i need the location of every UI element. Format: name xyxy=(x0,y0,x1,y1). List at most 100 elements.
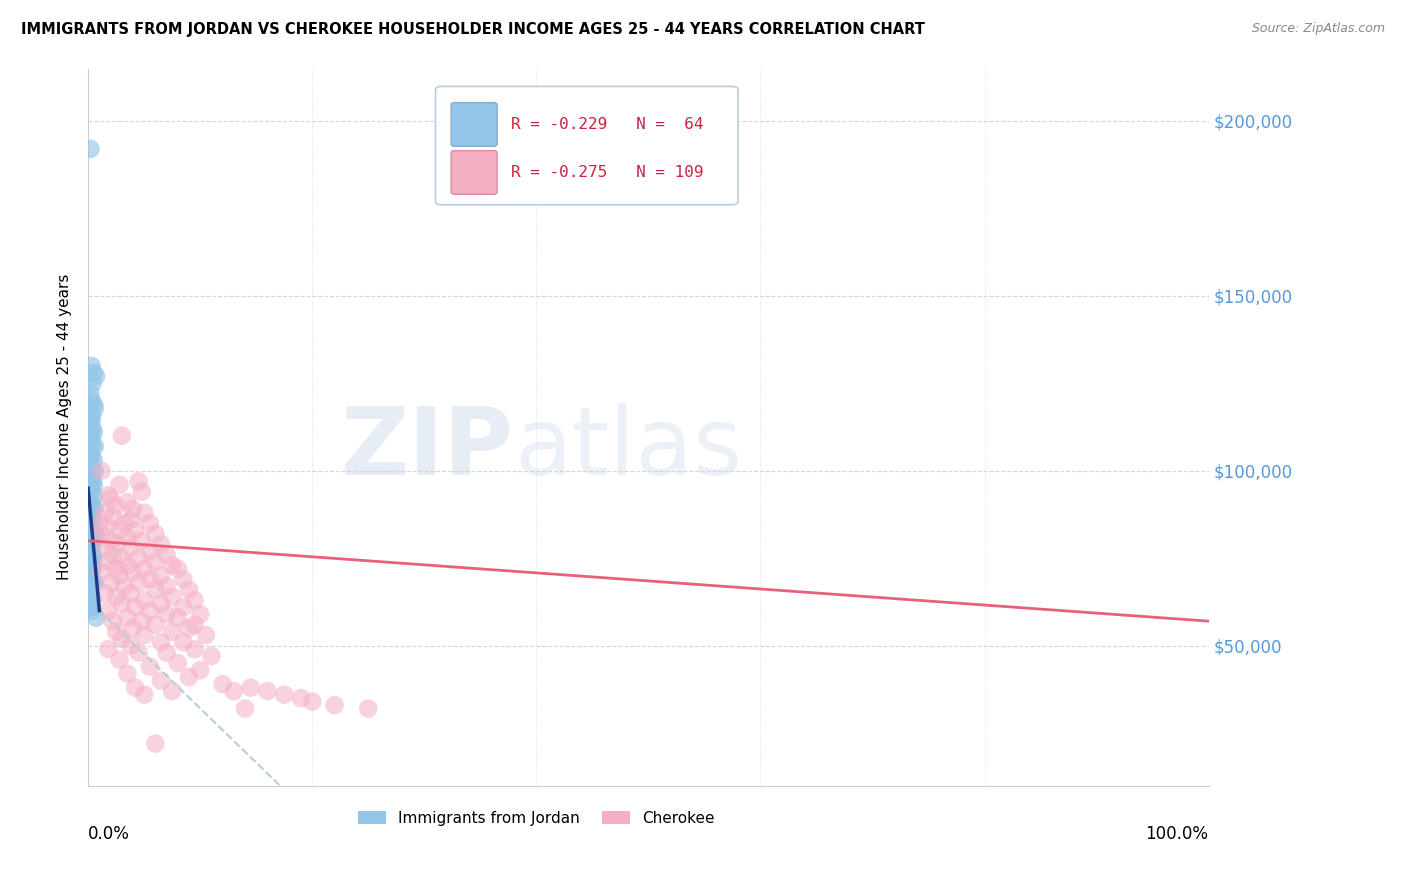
Point xyxy=(97,604,120,618)
Point xyxy=(108,652,131,666)
Point xyxy=(83,477,105,491)
Point xyxy=(79,558,101,573)
Point xyxy=(100,575,122,590)
Point xyxy=(94,506,117,520)
Point xyxy=(155,548,177,562)
Point xyxy=(122,502,145,516)
Point xyxy=(82,408,104,422)
Point xyxy=(80,572,103,586)
Point xyxy=(120,586,142,600)
Point xyxy=(82,376,104,391)
Point xyxy=(160,684,183,698)
Point xyxy=(273,688,295,702)
Point xyxy=(177,621,200,635)
Legend: Immigrants from Jordan, Cherokee: Immigrants from Jordan, Cherokee xyxy=(352,805,721,831)
Point xyxy=(83,575,105,590)
Point xyxy=(83,502,105,516)
Point xyxy=(80,509,103,524)
Point xyxy=(90,526,112,541)
Point xyxy=(83,366,105,380)
Point xyxy=(89,516,111,531)
Point xyxy=(117,610,139,624)
Point xyxy=(83,397,105,411)
Point xyxy=(188,607,211,622)
Point xyxy=(82,593,104,607)
Point xyxy=(112,516,135,531)
Point xyxy=(84,610,107,624)
Point xyxy=(211,677,233,691)
Point xyxy=(108,477,131,491)
Point xyxy=(101,548,124,562)
Point xyxy=(108,568,131,582)
Point xyxy=(105,537,128,551)
Point xyxy=(101,614,124,628)
Point xyxy=(94,586,117,600)
Point xyxy=(149,597,172,611)
Point xyxy=(80,499,103,513)
Point xyxy=(80,460,103,475)
Point xyxy=(139,659,162,673)
Point xyxy=(82,499,104,513)
Point xyxy=(82,562,104,576)
Point xyxy=(160,590,183,604)
Point xyxy=(79,544,101,558)
Point xyxy=(139,516,162,531)
Point xyxy=(111,551,134,566)
Point xyxy=(155,579,177,593)
Point xyxy=(188,663,211,677)
Point xyxy=(183,642,205,657)
Point xyxy=(97,488,120,502)
Point xyxy=(183,593,205,607)
Text: 100.0%: 100.0% xyxy=(1146,825,1209,843)
Point xyxy=(80,548,103,562)
Point xyxy=(139,544,162,558)
Point xyxy=(290,691,312,706)
Point xyxy=(177,670,200,684)
Point xyxy=(166,656,188,670)
Point xyxy=(84,369,107,384)
Point xyxy=(139,572,162,586)
Point xyxy=(80,590,103,604)
Point xyxy=(82,537,104,551)
Point xyxy=(79,446,101,460)
Point xyxy=(134,593,156,607)
Point xyxy=(222,684,245,698)
FancyBboxPatch shape xyxy=(451,151,498,194)
Point xyxy=(108,523,131,537)
Point xyxy=(145,737,167,751)
Point xyxy=(194,628,217,642)
Point xyxy=(79,471,101,485)
Point xyxy=(177,582,200,597)
Point xyxy=(149,537,172,551)
Point xyxy=(124,523,146,537)
Point xyxy=(134,506,156,520)
Point xyxy=(80,475,103,489)
Point xyxy=(101,509,124,524)
Point xyxy=(79,386,101,401)
Text: 0.0%: 0.0% xyxy=(89,825,129,843)
Point xyxy=(145,555,167,569)
Point xyxy=(131,614,153,628)
Point xyxy=(82,575,104,590)
Point xyxy=(117,666,139,681)
Point xyxy=(128,551,150,566)
Point xyxy=(82,475,104,489)
Point xyxy=(160,624,183,639)
Point xyxy=(105,590,128,604)
Point xyxy=(149,673,172,688)
Point xyxy=(111,632,134,646)
Point xyxy=(120,513,142,527)
Point xyxy=(79,586,101,600)
Text: Source: ZipAtlas.com: Source: ZipAtlas.com xyxy=(1251,22,1385,36)
Point xyxy=(80,600,103,615)
Point xyxy=(301,695,323,709)
Point xyxy=(145,617,167,632)
Point xyxy=(82,548,104,562)
Point xyxy=(105,624,128,639)
Point xyxy=(80,450,103,464)
Point xyxy=(83,425,105,440)
FancyBboxPatch shape xyxy=(436,87,738,205)
Point xyxy=(90,565,112,579)
Point xyxy=(155,646,177,660)
Point xyxy=(172,572,194,586)
